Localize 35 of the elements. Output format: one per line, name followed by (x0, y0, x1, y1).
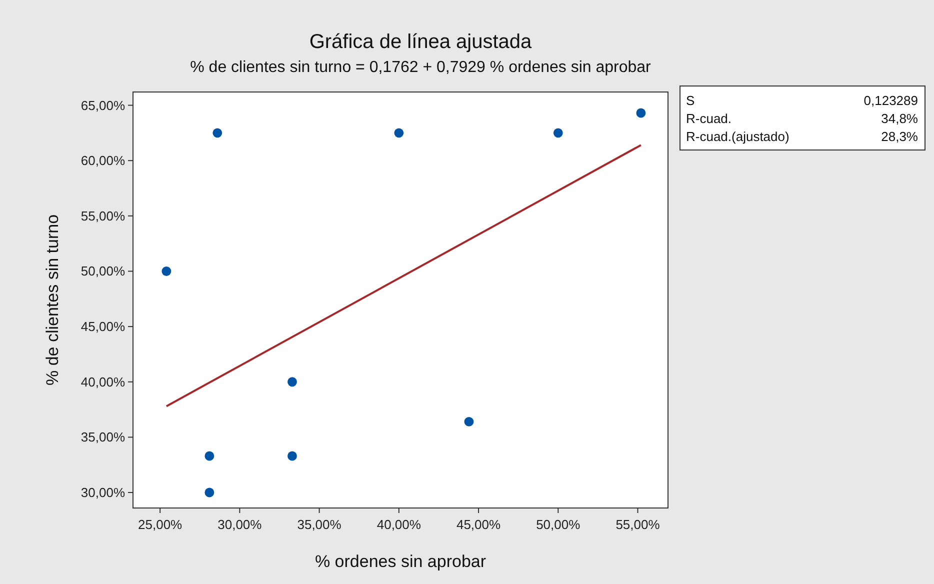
point (204, 488, 214, 498)
text: S (686, 93, 695, 108)
x-tick-label: 30,00% (218, 517, 262, 532)
x-tick-label: 50,00% (536, 517, 581, 532)
chart-title: Gráfica de línea ajustada (309, 31, 533, 53)
y-tick-label: 45,00% (80, 319, 126, 334)
point (212, 128, 222, 138)
text: 0,123289 (864, 93, 918, 108)
x-tick-label: 35,00% (297, 517, 342, 532)
point (553, 128, 563, 138)
text: 28,3% (881, 129, 918, 144)
x-tick-label: 25,00% (138, 517, 183, 532)
y-tick-label: 30,00% (80, 485, 126, 500)
point (464, 416, 474, 426)
point (636, 108, 646, 118)
chart-subtitle: % de clientes sin turno = 0,1762 + 0,7929 % ordenes sin aprobar (190, 59, 652, 76)
x-tick-label: 40,00% (376, 517, 422, 532)
point (162, 266, 172, 276)
y-tick-label: 35,00% (80, 430, 126, 445)
x-axis-title: % ordenes sin aprobar (314, 552, 486, 571)
y-tick-label: 40,00% (80, 374, 126, 390)
y-axis-title: % de clientes sin turno (43, 214, 62, 386)
y-tick-label: 60,00% (80, 153, 126, 168)
y-tick-label: 55,00% (80, 208, 126, 224)
point (288, 377, 297, 387)
y-tick-label: 65,00% (80, 98, 126, 113)
y-tick-label: 50,00% (80, 264, 126, 279)
x-tick-label: 55,00% (616, 517, 660, 532)
text: 34,8% (881, 111, 918, 126)
text: R-cuad.(ajustado) (686, 129, 790, 144)
point (288, 451, 297, 461)
point (204, 451, 214, 461)
x-tick-label: 45,00% (456, 517, 502, 532)
text: R-cuad. (686, 111, 732, 126)
point (394, 128, 404, 138)
